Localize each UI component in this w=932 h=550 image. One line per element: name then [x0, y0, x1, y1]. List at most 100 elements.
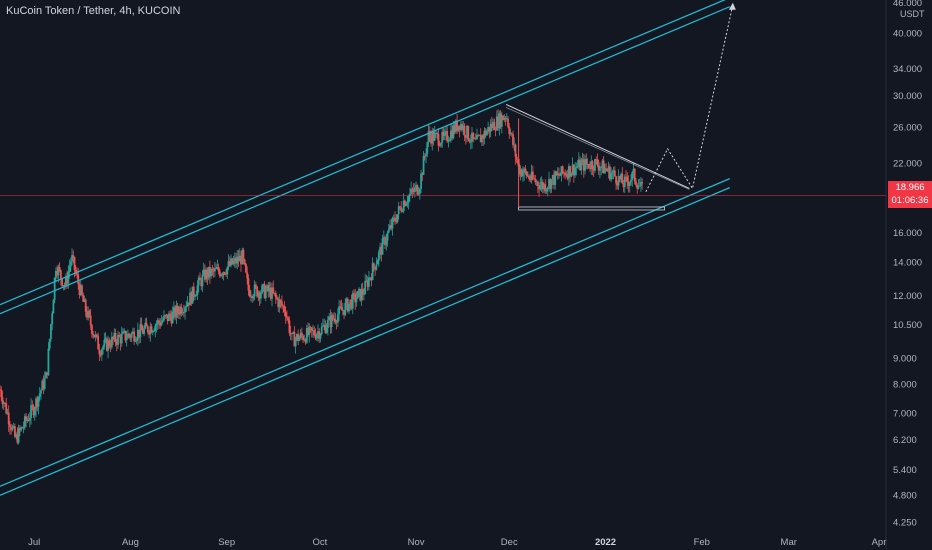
candle-body: [267, 285, 270, 292]
candle-body: [10, 427, 13, 431]
candle-body: [640, 182, 642, 186]
candle-body: [151, 331, 154, 333]
candle-body: [333, 318, 336, 320]
candle-body: [212, 269, 215, 272]
candle-body: [36, 398, 39, 407]
candle-body: [57, 267, 60, 276]
candle-body: [462, 125, 465, 130]
projection-arrow-head: [728, 2, 736, 10]
candle-body: [328, 316, 331, 320]
candle-body: [430, 135, 432, 144]
candle-body: [523, 168, 526, 174]
candle-body: [18, 428, 21, 431]
candle-body: [438, 145, 441, 147]
candle-body: [389, 225, 391, 230]
candle-body: [518, 163, 521, 175]
candle-body: [349, 299, 352, 304]
price-tick-label: 8.000: [893, 379, 917, 390]
candle-body: [165, 314, 168, 316]
triangle-top-line: [505, 104, 690, 189]
candle-body: [344, 302, 347, 315]
candle-body: [221, 274, 224, 276]
candle-body: [88, 310, 91, 316]
candle-body: [390, 225, 393, 229]
time-tick-label: Jul: [28, 537, 40, 548]
candle-body: [124, 330, 127, 341]
candle-body: [340, 307, 343, 311]
candle-body: [12, 426, 15, 427]
candle-body: [271, 287, 273, 299]
candle-body: [534, 179, 537, 183]
candle-body: [114, 333, 117, 342]
symbol-title[interactable]: KuCoin Token / Tether, 4h, KUCOIN: [6, 5, 181, 17]
candle-body: [164, 315, 167, 317]
candle-body: [14, 426, 16, 437]
time-axis-background: [0, 536, 886, 550]
candle-body: [215, 268, 218, 270]
candle-body: [140, 324, 143, 331]
candle-body: [238, 255, 241, 262]
triangle-base-box: [518, 206, 665, 211]
candle-body: [317, 331, 319, 335]
candle-body: [510, 133, 513, 135]
candle-body: [109, 346, 112, 348]
candle-body: [25, 416, 27, 422]
candle-body: [631, 172, 634, 180]
candle-body: [385, 240, 388, 246]
candle-body: [482, 135, 485, 139]
candle-body: [279, 299, 282, 302]
candle-body: [596, 159, 599, 166]
candle-body: [225, 273, 227, 275]
candle-body: [626, 176, 629, 182]
candle-body: [345, 298, 348, 303]
candle-body: [141, 330, 144, 334]
candle-body: [245, 264, 247, 273]
candle-body: [102, 346, 104, 350]
candle-body: [48, 338, 51, 349]
candle-body: [418, 188, 421, 194]
candle-body: [304, 339, 307, 343]
candle-body: [318, 331, 321, 339]
candle-body: [591, 161, 594, 170]
candle-body: [189, 292, 191, 306]
candle-body: [20, 427, 23, 431]
candle-body: [261, 285, 263, 294]
candle-body: [175, 305, 178, 318]
candle-body: [377, 251, 380, 261]
candle-body: [52, 300, 55, 314]
candle-body: [452, 125, 455, 139]
candle-body: [586, 163, 589, 165]
time-tick-label: Feb: [694, 537, 710, 548]
candle-body: [204, 269, 206, 280]
candle-body: [179, 306, 182, 315]
candle-body: [399, 206, 401, 208]
candle-body: [153, 330, 155, 332]
candle-body: [589, 167, 591, 170]
candle-body: [571, 164, 574, 174]
candle-body: [77, 274, 80, 285]
candle-body: [623, 176, 626, 187]
candle-body: [359, 288, 362, 301]
candle-body: [617, 175, 620, 186]
candle-body: [176, 305, 179, 313]
candle-body: [53, 277, 56, 301]
candle-body: [515, 156, 518, 161]
candle-body: [468, 139, 471, 142]
candle-body: [125, 338, 128, 341]
candle-body: [108, 340, 111, 347]
candle-body: [93, 334, 96, 338]
candle-body: [256, 286, 259, 297]
candle-body: [216, 267, 219, 269]
candle-body: [384, 237, 386, 246]
candle-body: [191, 286, 194, 304]
candle-body: [274, 293, 277, 298]
candle-body: [558, 173, 560, 176]
time-tick-label: Nov: [408, 537, 425, 548]
candle-body: [113, 333, 116, 340]
candle-body: [247, 278, 250, 291]
candle-body: [210, 269, 213, 277]
candle-body: [288, 320, 291, 333]
candle-body: [228, 261, 231, 266]
candle-body: [431, 131, 434, 144]
